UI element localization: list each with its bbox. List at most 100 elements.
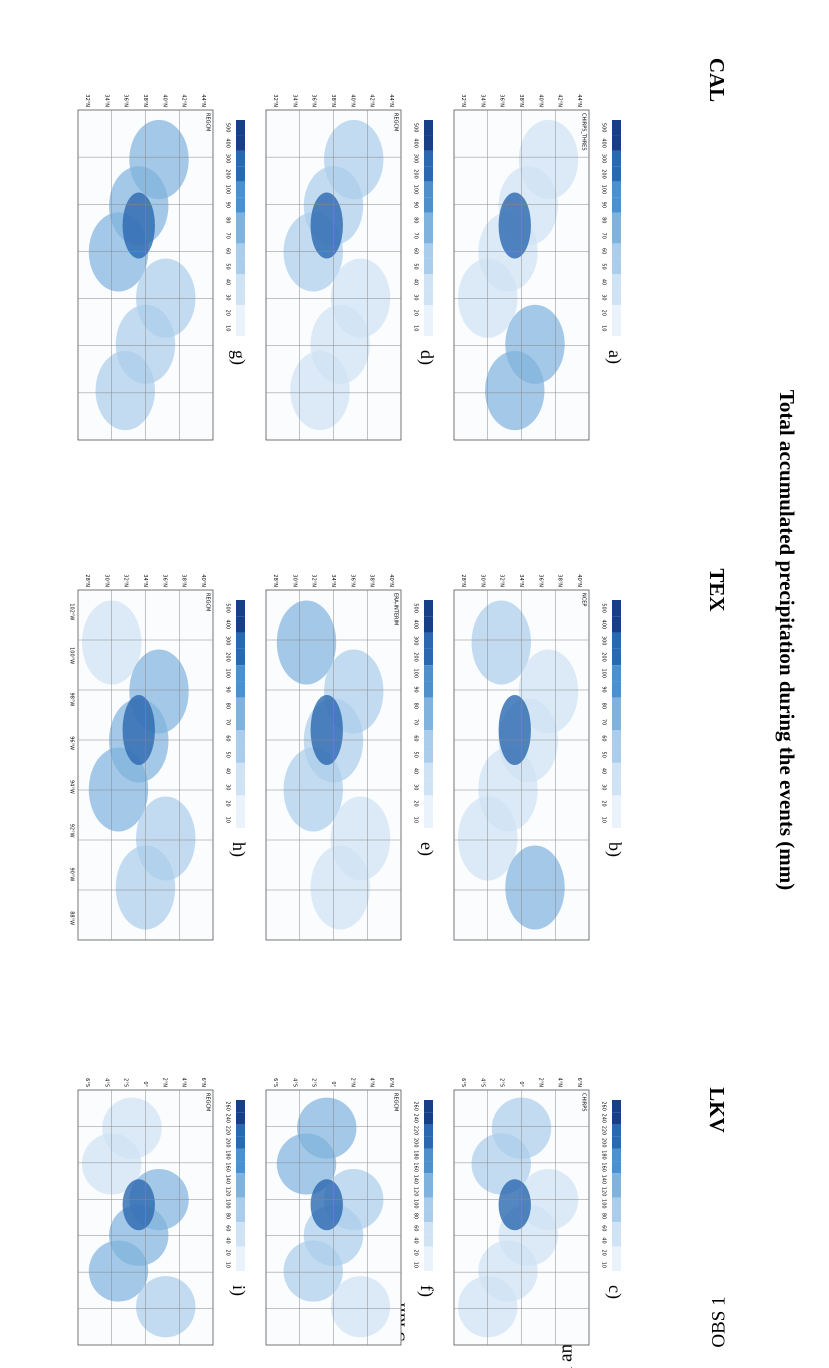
- latitude-label: 28°N: [460, 574, 466, 587]
- colorbar-swatch: [424, 274, 433, 290]
- colorbar-tick-label: 120: [601, 1187, 607, 1197]
- longitude-label: 88°W: [69, 911, 75, 925]
- colorbar-swatch: [236, 697, 245, 715]
- colorbar-swatch: [612, 258, 621, 275]
- colorbar-tick-label: 10: [601, 1262, 607, 1268]
- map-source: REGCM: [205, 1093, 211, 1111]
- colorbar-tick-label: 50: [413, 752, 419, 758]
- colorbar-swatch: [424, 779, 433, 796]
- colorbar-swatch: [236, 779, 245, 796]
- latitude-label: 42°N: [557, 94, 563, 107]
- panel: 260 240 220 200 180 160 140 120 100 80 60 40 20 10 f) R…: [265, 1078, 437, 1346]
- colorbar-tick-label: 30: [225, 294, 231, 300]
- colorbar-swatch: [424, 1148, 433, 1162]
- precip-area: [283, 1240, 343, 1302]
- colorbar-swatch: [612, 1173, 621, 1186]
- colorbar-tick-label: 20: [413, 1249, 419, 1255]
- colorbar-tick-label: 160: [413, 1162, 419, 1172]
- colorbar-swatch: [236, 135, 245, 151]
- precip-area: [330, 1276, 391, 1338]
- colorbar-swatch: [236, 1222, 245, 1235]
- latitude-label: 38°N: [330, 94, 336, 107]
- latitude-label: 4°S: [103, 1078, 109, 1087]
- colorbar-tick-label: 10: [225, 325, 231, 331]
- colorbar-swatch: [236, 274, 245, 290]
- colorbar-tick-label: 180: [413, 1150, 419, 1160]
- panel: 500 400 300 200 100 90 80 70 60 50 40 30 20 10 g) REGCM…: [77, 94, 249, 441]
- latitude-label: 6°S: [84, 1078, 90, 1087]
- map-source: NCEP: [581, 593, 587, 606]
- colorbar-swatch: [424, 1161, 433, 1174]
- map-source: ERA-INTERIM: [393, 593, 399, 625]
- colorbar-tick-label: 70: [413, 719, 419, 725]
- colorbar-tick-label: 80: [601, 217, 607, 223]
- precip-area: [283, 747, 343, 832]
- precip-area: [136, 1276, 196, 1338]
- colorbar-tick-label: 90: [413, 686, 419, 692]
- colorbar-swatch: [424, 632, 433, 649]
- latitude-label: 36°N: [537, 574, 543, 587]
- latitude-label: 40°N: [537, 94, 543, 107]
- colorbar-swatch: [236, 228, 245, 244]
- colorbar-tick-label: 40: [225, 768, 231, 774]
- colorbar-swatch: [612, 681, 621, 698]
- colorbar-tick-label: 240: [413, 1114, 419, 1124]
- latitude-label: 44°N: [388, 94, 394, 107]
- colorbar-swatch: [236, 1197, 245, 1210]
- colorbar-swatch: [612, 1234, 621, 1247]
- colorbar-tick-label: 30: [413, 784, 419, 790]
- colorbar-swatch: [236, 795, 245, 812]
- colorbar-swatch: [612, 714, 621, 731]
- colorbar-swatch: [612, 1100, 621, 1113]
- colorbar-swatch: [424, 1246, 433, 1259]
- latitude-label: 42°N: [181, 94, 187, 107]
- latitude-label: 34°N: [291, 94, 297, 107]
- colorbar-tick-label: 100: [225, 185, 231, 195]
- colorbar-tick-label: 30: [601, 784, 607, 790]
- colorbar-tick-label: 200: [601, 1138, 607, 1148]
- latitude-label: 6°N: [200, 1078, 206, 1088]
- panel-label: i): [228, 1285, 249, 1296]
- latitude-label: 36°N: [123, 94, 129, 107]
- colorbar-swatch: [612, 1148, 621, 1162]
- colorbar-tick-label: 90: [413, 202, 419, 208]
- panel-label: d): [416, 350, 437, 365]
- colorbar-tick-label: 20: [601, 310, 607, 316]
- latitude-label: 28°N: [84, 574, 90, 587]
- colorbar-swatch: [612, 1161, 621, 1174]
- colorbar-swatch: [424, 289, 433, 306]
- colorbar-tick-label: 20: [601, 1249, 607, 1255]
- colorbar-tick-label: 50: [601, 752, 607, 758]
- latitude-label: 28°N: [272, 574, 278, 587]
- precip-area: [505, 845, 565, 930]
- colorbar-tick-label: 260: [413, 1101, 419, 1111]
- precip-area: [471, 600, 531, 685]
- colorbar-tick-label: 80: [225, 1213, 231, 1219]
- colorbar-swatch: [236, 811, 245, 829]
- colorbar-tick-label: 80: [225, 217, 231, 223]
- latitude-label: 44°N: [576, 94, 582, 107]
- colorbar-tick-label: 500: [225, 123, 231, 133]
- latitude-label: 32°N: [311, 574, 317, 587]
- colorbar-swatch: [424, 135, 433, 151]
- precip-area: [95, 350, 155, 431]
- colorbar-tick-label: 300: [601, 636, 607, 646]
- colorbar-swatch: [236, 197, 245, 213]
- colorbar-swatch: [612, 600, 621, 617]
- colorbar-swatch: [424, 795, 433, 812]
- colorbar-swatch: [612, 197, 621, 213]
- latitude-label: 40°N: [388, 574, 394, 587]
- colorbar-tick-label: 60: [225, 1225, 231, 1231]
- colorbar-tick-label: 260: [601, 1101, 607, 1111]
- latitude-label: 6°S: [460, 1078, 466, 1087]
- latitude-label: 32°N: [272, 94, 278, 107]
- colorbar-swatch: [424, 616, 433, 633]
- colorbar-tick-label: 80: [413, 703, 419, 709]
- colorbar-swatch: [236, 1161, 245, 1174]
- colorbar-swatch: [236, 1112, 245, 1125]
- colorbar-tick-label: 10: [413, 1262, 419, 1268]
- panel: 500 400 300 200 100 90 80 70 60 50 40 30 20 10 b) NCEP 4…: [453, 574, 625, 941]
- panel-label: f): [416, 1285, 437, 1297]
- precip-core: [310, 695, 343, 765]
